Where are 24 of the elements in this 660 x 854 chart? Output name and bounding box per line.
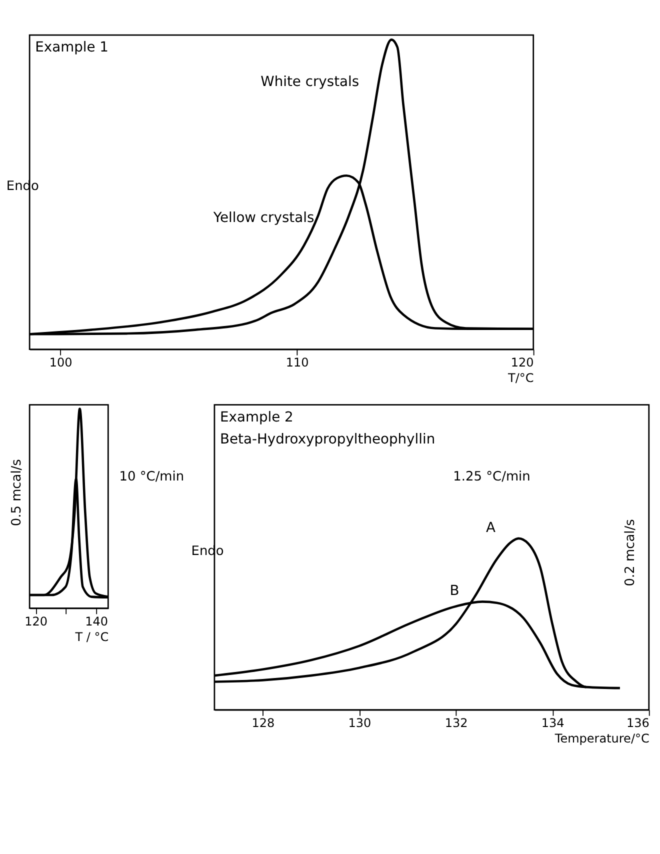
x-axis-title: T/°C	[507, 371, 534, 386]
text: 10 °C/min	[119, 470, 184, 485]
chart-title: Example 1	[35, 40, 108, 56]
x-tick-label: 128	[252, 716, 275, 730]
x-axis-title: T / °C	[74, 630, 109, 644]
x-tick-label: 130	[348, 716, 372, 730]
x-tick-label: 140	[85, 614, 108, 628]
x-tick-label: 136	[626, 716, 650, 730]
series-label: Yellow crystals	[212, 210, 314, 226]
series-label: A	[486, 520, 496, 536]
text: 0.5 mcal/s	[9, 458, 24, 526]
chart-subtitle: Beta-Hydroxypropyltheophyllin	[220, 432, 436, 448]
x-tick-label: 110	[286, 355, 309, 370]
x-axis-title: Temperature/°C	[554, 732, 650, 746]
chart-title: Example 2	[220, 409, 294, 426]
x-tick-label: 120	[24, 614, 48, 628]
x-tick-label: 100	[49, 355, 72, 370]
annotation: 0.2 mcal/s	[623, 518, 638, 586]
text: 1.25 °C/min	[453, 470, 530, 485]
series-label: White crystals	[260, 74, 360, 90]
x-tick-label: 120	[510, 355, 534, 370]
series-label: B	[450, 583, 460, 600]
x-tick-label: 132	[444, 716, 468, 730]
x-tick-label: 134	[541, 716, 564, 730]
